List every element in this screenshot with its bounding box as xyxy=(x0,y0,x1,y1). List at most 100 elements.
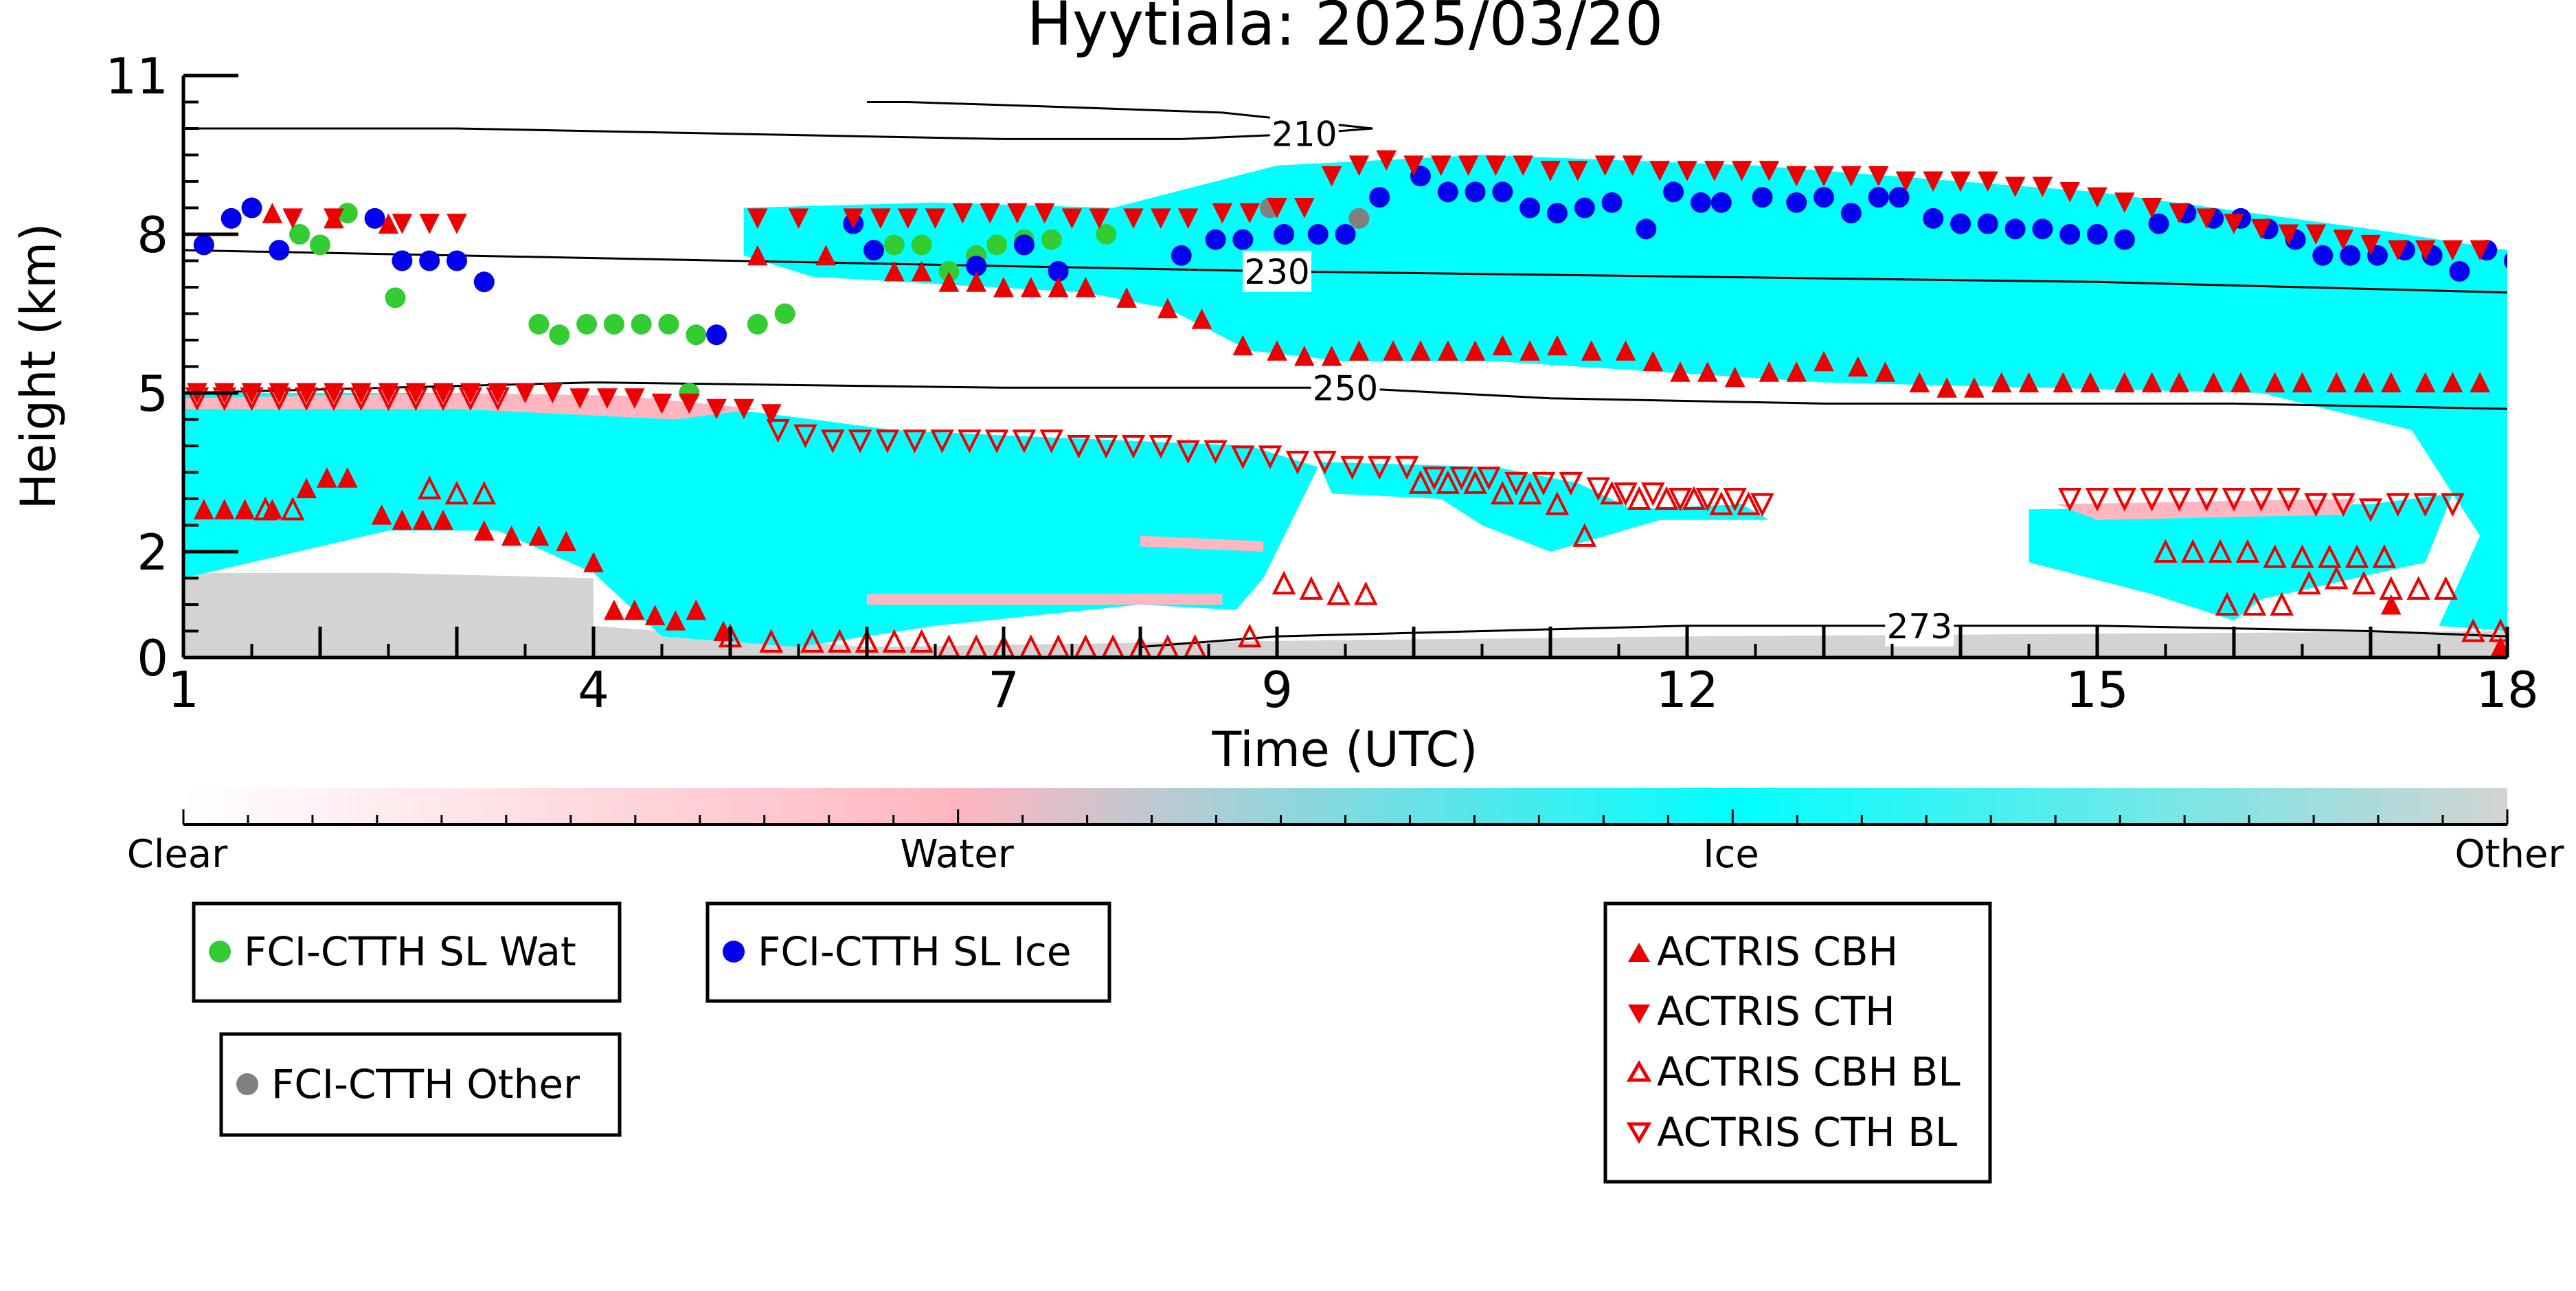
marker-1-46 xyxy=(2087,224,2108,245)
marker-1-11 xyxy=(863,240,884,260)
marker-5-24 xyxy=(1302,579,1321,598)
marker-0-12 xyxy=(747,314,768,335)
x-tick-label-1: 1 xyxy=(168,661,199,719)
legend-marker-fci-other xyxy=(236,1073,258,1095)
marker-1-28 xyxy=(1574,198,1595,218)
marker-1-43 xyxy=(2005,218,2026,239)
marker-1-47 xyxy=(2114,229,2135,250)
marker-5-26 xyxy=(1356,585,1375,604)
x-tick-label-12: 12 xyxy=(1656,661,1719,719)
marker-1-1 xyxy=(221,208,242,229)
marker-1-17 xyxy=(1232,229,1253,250)
legend-text-actris-cbh: ACTRIS CBH xyxy=(1657,928,1898,975)
marker-3-16 xyxy=(605,600,624,620)
marker-1-16 xyxy=(1206,229,1226,250)
marker-1-23 xyxy=(1438,181,1458,202)
marker-0-20 xyxy=(1041,229,1062,250)
legend-marker-fci-ice xyxy=(723,941,745,963)
colorbar-label-ice: Ice xyxy=(1703,832,1759,877)
marker-1-61 xyxy=(2504,251,2524,271)
contour-label-273: 273 xyxy=(1887,607,1952,647)
contour-label-230: 230 xyxy=(1244,252,1309,292)
marker-1-37 xyxy=(1841,203,1862,223)
marker-1-63 xyxy=(2559,282,2576,303)
marker-0-4 xyxy=(528,314,549,335)
legend-fci-ice: FCI-CTTH SL Ice xyxy=(708,903,1109,1001)
marker-0-5 xyxy=(549,324,569,345)
marker-1-44 xyxy=(2032,218,2053,239)
legend-text-fci-ice: FCI-CTTH SL Ice xyxy=(758,928,1072,975)
legend-actris: ACTRIS CBH ACTRIS CTH ACTRIS CBH BL ACTR… xyxy=(1605,903,1990,1182)
marker-1-25 xyxy=(1492,181,1513,202)
legend-text-actris-cth-bl: ACTRIS CTH BL xyxy=(1657,1109,1957,1156)
chart-title: Hyytiala: 2025/03/20 xyxy=(1027,0,1663,59)
marker-1-31 xyxy=(1663,181,1684,202)
marker-1-54 xyxy=(2312,245,2333,266)
y-tick-label-5: 5 xyxy=(137,365,168,423)
legend-text-fci-wat: FCI-CTTH SL Wat xyxy=(244,928,576,975)
y-tick-label-11: 11 xyxy=(105,47,168,105)
x-axis-label: Time (UTC) xyxy=(1212,721,1478,778)
marker-0-9 xyxy=(658,314,679,335)
legend-fci-other: FCI-CTTH Other xyxy=(221,1034,620,1135)
marker-1-30 xyxy=(1636,218,1656,239)
marker-1-20 xyxy=(1335,224,1356,245)
marker-1-5 xyxy=(392,251,412,271)
y-tick-label-8: 8 xyxy=(137,206,168,264)
marker-5-25 xyxy=(1329,585,1348,604)
contour-label-210: 210 xyxy=(1272,115,1337,155)
marker-1-45 xyxy=(2059,224,2080,245)
marker-4-26 xyxy=(447,214,466,234)
marker-0-7 xyxy=(604,314,624,335)
marker-1-3 xyxy=(269,240,289,260)
marker-1-21 xyxy=(1369,187,1390,207)
legend-text-actris-cth: ACTRIS CTH xyxy=(1657,988,1895,1035)
marker-1-32 xyxy=(1691,192,1711,213)
marker-1-4 xyxy=(365,208,385,229)
marker-0-14 xyxy=(884,234,905,255)
marker-1-8 xyxy=(474,271,495,292)
marker-1-24 xyxy=(1465,181,1486,202)
marker-3-22 xyxy=(262,203,282,223)
legend-marker-fci-wat xyxy=(209,941,231,963)
marker-1-36 xyxy=(1814,187,1834,207)
contour-label-250: 250 xyxy=(1313,368,1378,408)
marker-0-13 xyxy=(775,304,795,324)
marker-1-42 xyxy=(1978,214,1998,234)
marker-1-18 xyxy=(1274,224,1294,245)
y-axis-label: Height (km) xyxy=(10,223,67,510)
marker-5-51 xyxy=(2272,595,2292,614)
marker-1-38 xyxy=(1868,187,1889,207)
marker-1-34 xyxy=(1752,187,1773,207)
marker-1-29 xyxy=(1602,192,1623,213)
marker-0-18 xyxy=(986,234,1007,255)
legend-text-fci-other: FCI-CTTH Other xyxy=(271,1061,580,1108)
marker-5-23 xyxy=(1274,574,1293,593)
x-tick-label-18: 18 xyxy=(2476,661,2539,719)
marker-2-1 xyxy=(1348,208,1369,229)
marker-1-40 xyxy=(1923,208,1943,229)
marker-1-27 xyxy=(1547,203,1568,223)
marker-1-26 xyxy=(1519,198,1540,218)
marker-1-59 xyxy=(2449,261,2470,282)
marker-1-41 xyxy=(1950,214,1971,234)
marker-5-57 xyxy=(2437,579,2456,598)
x-tick-label-9: 9 xyxy=(1261,661,1293,719)
x-tick-label-15: 15 xyxy=(2066,661,2129,719)
y-tick-label-0: 0 xyxy=(137,629,168,687)
colorbar-label-clear: Clear xyxy=(127,832,228,877)
x-tick-label-7: 7 xyxy=(988,661,1019,719)
marker-0-6 xyxy=(576,314,597,335)
marker-1-13 xyxy=(1014,234,1035,255)
marker-1-19 xyxy=(1308,224,1329,245)
marker-0-8 xyxy=(631,314,652,335)
marker-1-0 xyxy=(194,234,214,255)
marker-1-15 xyxy=(1171,245,1192,266)
marker-4-25 xyxy=(420,214,439,234)
marker-1-9 xyxy=(706,324,727,345)
marker-1-62 xyxy=(2531,277,2552,298)
legend-text-actris-cbh-bl: ACTRIS CBH BL xyxy=(1657,1048,1961,1095)
legend-fci-wat: FCI-CTTH SL Wat xyxy=(194,903,620,1001)
marker-1-35 xyxy=(1786,192,1807,213)
